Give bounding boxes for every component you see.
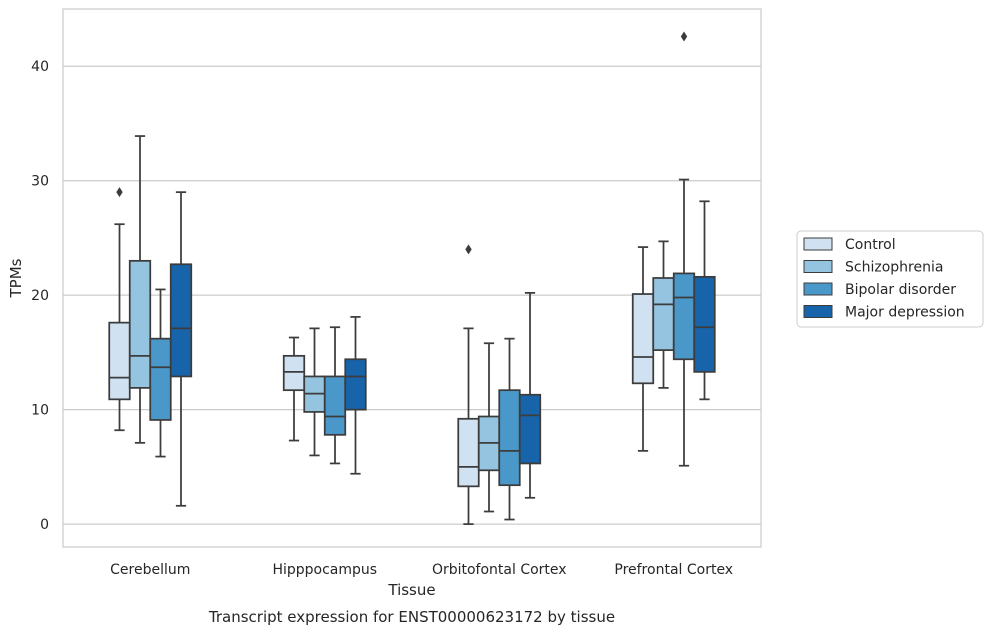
y-tick-label: 0 — [40, 517, 49, 533]
box-group — [344, 316, 367, 475]
box — [518, 393, 542, 465]
box-group — [323, 326, 347, 465]
box-group — [149, 288, 172, 458]
y-tick-label: 40 — [31, 59, 49, 75]
box — [108, 321, 131, 401]
box — [344, 358, 367, 411]
y-tick-labels: 0 10 20 30 40 — [31, 59, 49, 533]
y-tick-label: 30 — [31, 174, 49, 190]
y-tick-label: 20 — [31, 288, 49, 304]
box — [631, 293, 655, 385]
plot-frame — [62, 8, 762, 548]
box — [128, 259, 152, 389]
box-group — [518, 292, 542, 499]
legend-swatch — [803, 305, 833, 318]
x-tick-label: Hipppocampus — [272, 562, 377, 578]
outlier-point — [680, 31, 688, 42]
x-tick-label: Orbitofontal Cortex — [432, 562, 567, 578]
box-group — [652, 240, 675, 389]
outlier-point — [116, 187, 123, 198]
box-group — [282, 336, 306, 442]
y-axis-label: TPMs — [7, 258, 25, 298]
y-tick-label: 10 — [31, 403, 49, 419]
outlier-point — [465, 244, 472, 255]
box-group — [477, 342, 501, 513]
legend-label: Major depression — [845, 305, 965, 321]
box-group — [631, 246, 655, 452]
box — [323, 375, 347, 436]
legend-swatch — [803, 282, 833, 296]
box-group — [498, 337, 521, 521]
box-group — [457, 244, 480, 525]
box — [169, 263, 193, 378]
legend-swatch — [803, 260, 833, 273]
box — [652, 277, 675, 351]
x-tick-label: Cerebellum — [110, 562, 190, 578]
box — [282, 354, 306, 392]
box-plots — [108, 31, 716, 525]
x-tick-label: Prefrontal Cortex — [614, 562, 733, 578]
box — [457, 417, 480, 488]
box-group — [108, 187, 131, 432]
chart-caption: Transcript expression for ENST0000062317… — [208, 608, 615, 626]
legend-label: Bipolar disorder — [845, 282, 956, 298]
legend-swatch — [803, 237, 833, 251]
box-group — [128, 135, 152, 444]
box-group — [169, 191, 193, 507]
box — [498, 389, 521, 487]
legend-label: Control — [845, 237, 896, 253]
box — [672, 272, 696, 361]
box — [693, 275, 716, 373]
legend-frame — [796, 230, 984, 328]
legend: Control Schizophrenia Bipolar disorder Majo… — [796, 230, 984, 328]
box-group — [672, 31, 696, 467]
box — [149, 337, 172, 421]
legend-label: Schizophrenia — [845, 260, 943, 276]
box-group — [693, 200, 716, 401]
x-axis-label: Tissue — [387, 581, 435, 599]
x-tick-labels: Cerebellum Hipppocampus Orbitofontal Corte… — [110, 562, 733, 578]
box-group — [303, 327, 326, 457]
